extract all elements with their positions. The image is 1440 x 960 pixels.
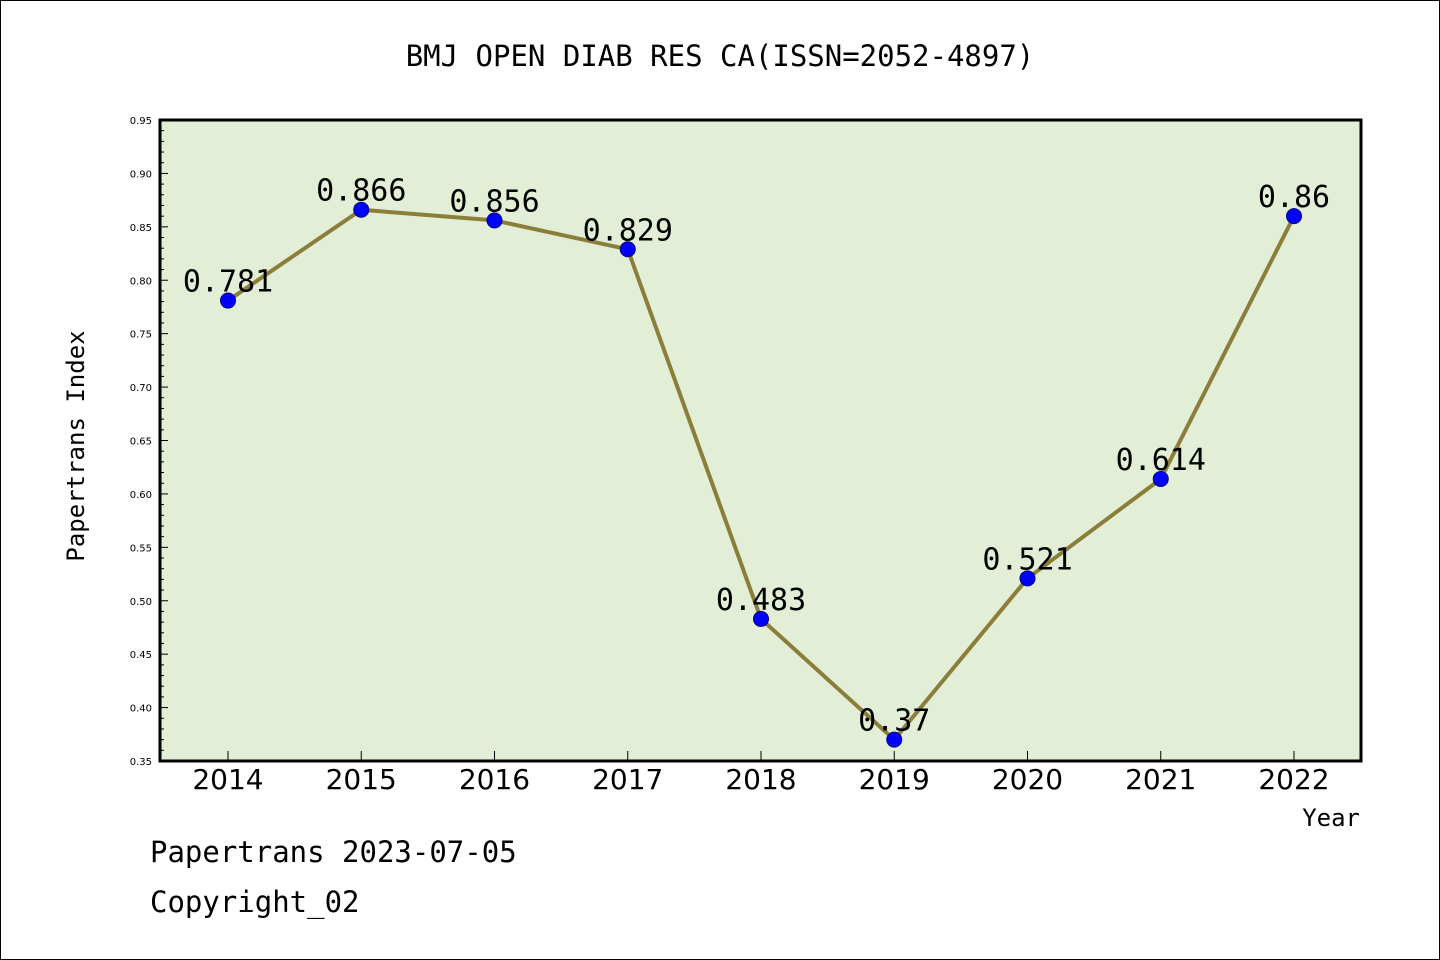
y-axis: 0.35 0.40 0.45 0.50 0.55 0.60 0.65 0.70 0.75 0.80… — [130, 116, 168, 768]
y-tick-label: 0.40 — [130, 704, 152, 715]
y-tick-label: 0.35 — [130, 757, 152, 768]
data-label: 0.86 — [1258, 180, 1330, 215]
y-tick-label: 0.95 — [130, 116, 152, 127]
y-axis-label: Papertrans Index — [62, 330, 90, 561]
data-point — [1152, 470, 1169, 487]
data-point — [486, 212, 503, 229]
y-tick-label: 0.70 — [130, 383, 152, 394]
data-point — [353, 201, 370, 218]
series-layer: 0.781 0.866 0.856 0.829 0.483 0.37 0.521 0.614 0… — [183, 174, 1330, 748]
x-tick-label: 2019 — [859, 763, 930, 796]
x-tick-label: 2021 — [1125, 763, 1196, 796]
x-tick-label: 2016 — [459, 763, 530, 796]
plot-area — [158, 118, 1363, 763]
y-tick-label: 0.85 — [130, 223, 152, 234]
x-tick-label: 2017 — [592, 763, 663, 796]
data-point — [1019, 570, 1036, 587]
data-label: 0.829 — [583, 213, 673, 248]
x-tick-label: 2020 — [992, 763, 1063, 796]
data-label: 0.856 — [449, 184, 539, 219]
x-tick-label: 2014 — [192, 763, 263, 796]
y-tick-label: 0.45 — [130, 650, 152, 661]
data-label: 0.521 — [982, 542, 1072, 577]
data-point — [619, 241, 636, 258]
data-point — [220, 292, 236, 309]
data-point — [886, 731, 903, 748]
y-tick-label: 0.50 — [130, 597, 152, 608]
data-point — [753, 610, 769, 627]
data-label: 0.866 — [316, 174, 406, 209]
y-tick-label: 0.90 — [130, 169, 152, 180]
data-label: 0.781 — [183, 265, 273, 300]
y-tick-label: 0.65 — [130, 437, 152, 448]
y-tick-label: 0.80 — [130, 276, 152, 287]
x-tick-label: 2015 — [326, 763, 397, 796]
x-axis: 2014 2015 2016 2017 2018 2019 2020 2021 2022 — [192, 751, 1330, 796]
data-label: 0.614 — [1116, 443, 1206, 478]
data-label: 0.483 — [716, 583, 806, 618]
y-tick-label: 0.60 — [130, 490, 152, 501]
y-tick-label: 0.75 — [130, 330, 152, 341]
chart-title: BMJ OPEN DIAB RES CA(ISSN=2052-4897) — [406, 39, 1035, 73]
data-point — [1286, 208, 1302, 225]
footer-date: Papertrans 2023-07-05 — [150, 835, 517, 869]
y-tick-label: 0.55 — [130, 543, 152, 554]
x-axis-label: Year — [1302, 804, 1360, 832]
x-tick-label: 2022 — [1258, 763, 1329, 796]
data-label: 0.37 — [858, 704, 930, 739]
x-tick-label: 2018 — [725, 763, 796, 796]
footer-copyright: Copyright_02 — [150, 885, 360, 919]
